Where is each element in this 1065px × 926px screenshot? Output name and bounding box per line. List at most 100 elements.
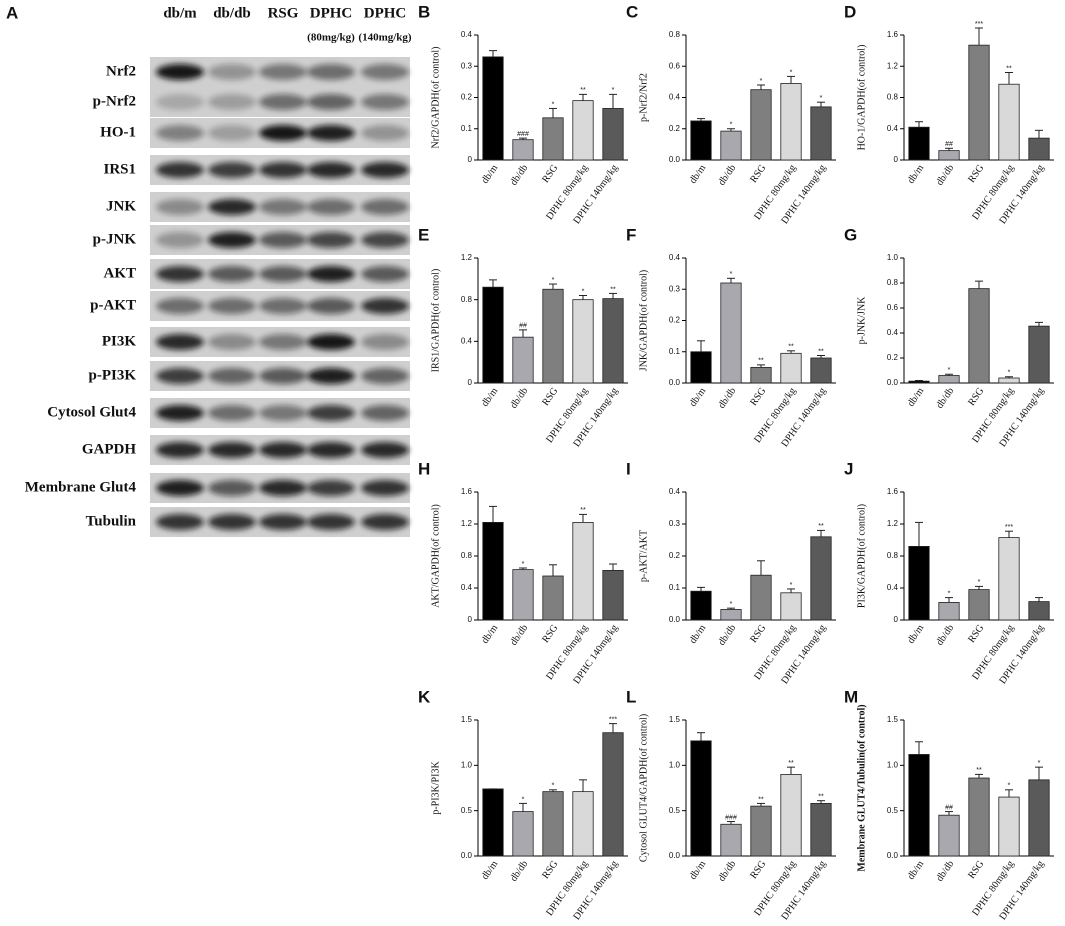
bar bbox=[542, 575, 564, 621]
y-tick-label: 1.6 bbox=[887, 487, 899, 496]
significance: ** bbox=[788, 760, 794, 767]
y-tick-label: 0.1 bbox=[669, 347, 681, 356]
significance: * bbox=[820, 95, 823, 102]
y-tick-label: 1.2 bbox=[461, 519, 473, 528]
panel-label: C bbox=[626, 2, 638, 21]
blot-band bbox=[208, 125, 256, 141]
significance: * bbox=[790, 582, 793, 589]
x-tick-label: db/db bbox=[934, 859, 956, 884]
y-tick-label: 0.8 bbox=[887, 93, 899, 102]
x-tick-label: db/m bbox=[906, 623, 927, 646]
blot-band bbox=[307, 125, 355, 141]
significance: * bbox=[582, 288, 585, 295]
y-tick-label: 1.2 bbox=[461, 253, 473, 262]
x-tick-label: db/db bbox=[716, 386, 738, 411]
bar bbox=[1028, 601, 1050, 621]
bar bbox=[938, 150, 960, 161]
lane-header: DPHC bbox=[364, 5, 407, 21]
bar bbox=[908, 126, 930, 161]
significance: ## bbox=[519, 323, 527, 330]
y-tick-label: 0.4 bbox=[669, 487, 681, 496]
bar bbox=[908, 546, 930, 621]
blot-band bbox=[156, 162, 204, 178]
blot-band bbox=[307, 368, 355, 384]
y-tick-label: 0.8 bbox=[887, 278, 899, 287]
x-tick-label: db/m bbox=[480, 163, 501, 186]
y-tick-label: 0.4 bbox=[887, 583, 899, 592]
blot-band bbox=[307, 232, 355, 248]
significance: * bbox=[730, 122, 733, 129]
blot-band bbox=[156, 442, 204, 458]
panel-label: D bbox=[844, 2, 856, 21]
bar bbox=[720, 130, 742, 161]
bar bbox=[602, 570, 624, 621]
blot-band bbox=[361, 94, 409, 110]
panel-label: K bbox=[418, 687, 431, 706]
significance: ** bbox=[818, 523, 824, 530]
y-tick-label: 0.6 bbox=[887, 303, 899, 312]
significance: * bbox=[730, 601, 733, 608]
blot-row-label: p-PI3K bbox=[88, 367, 136, 383]
blot-row-label: JNK bbox=[106, 198, 136, 214]
y-axis-title: AKT/GAPDH(of control) bbox=[430, 504, 441, 608]
significance: * bbox=[552, 783, 555, 790]
y-tick-label: 0.0 bbox=[669, 851, 681, 860]
x-tick-label: db/m bbox=[688, 163, 709, 186]
bar bbox=[810, 803, 832, 857]
significance: * bbox=[522, 561, 525, 568]
lane-header: DPHC bbox=[310, 5, 353, 21]
bar bbox=[908, 754, 930, 857]
blot-band bbox=[259, 368, 307, 384]
bar bbox=[968, 777, 990, 857]
x-tick-label: db/m bbox=[906, 859, 927, 882]
bar bbox=[1028, 779, 1050, 857]
x-tick-label: db/m bbox=[480, 623, 501, 646]
x-tick-label: db/db bbox=[716, 623, 738, 648]
significance: ** bbox=[818, 348, 824, 355]
x-tick-label: db/db bbox=[934, 623, 956, 648]
blot-band bbox=[307, 64, 355, 80]
bar bbox=[512, 811, 534, 857]
significance: * bbox=[760, 78, 763, 85]
bar bbox=[750, 805, 772, 857]
blot-band bbox=[208, 162, 256, 178]
bar bbox=[968, 589, 990, 621]
panel-label: L bbox=[626, 687, 636, 706]
y-tick-label: 0 bbox=[894, 615, 899, 624]
panel-label: J bbox=[844, 459, 853, 478]
panel-label: A bbox=[6, 3, 18, 22]
y-tick-label: 0.3 bbox=[669, 519, 681, 528]
blot-band bbox=[208, 298, 256, 314]
bar bbox=[542, 117, 564, 161]
significance: ** bbox=[758, 796, 764, 803]
x-tick-label: RSG bbox=[748, 623, 768, 645]
y-tick-label: 0 bbox=[468, 155, 473, 164]
blot-row-label: p-AKT bbox=[90, 297, 136, 313]
y-tick-label: 1.2 bbox=[887, 61, 899, 70]
y-tick-label: 0.4 bbox=[461, 30, 473, 39]
blot-row-label: Nrf2 bbox=[106, 63, 136, 79]
blot-band bbox=[259, 298, 307, 314]
y-axis-title: p-Nrf2/Nrf2 bbox=[638, 73, 649, 122]
blot-row-label: AKT bbox=[103, 265, 136, 281]
blot-band bbox=[156, 94, 204, 110]
x-tick-label: RSG bbox=[966, 859, 986, 881]
y-tick-label: 0.5 bbox=[461, 806, 473, 815]
bar bbox=[512, 336, 534, 384]
blot-band bbox=[208, 199, 256, 215]
significance: ** bbox=[580, 507, 586, 514]
y-tick-label: 0.8 bbox=[887, 551, 899, 560]
y-axis-title: IRS1/GAPDH(of control) bbox=[430, 269, 441, 373]
y-axis-title: HO-1/GAPDH(of control) bbox=[856, 45, 867, 151]
y-tick-label: 1.6 bbox=[461, 487, 473, 496]
x-tick-label: db/m bbox=[480, 859, 501, 882]
y-tick-label: 0.4 bbox=[887, 124, 899, 133]
blot-band bbox=[208, 64, 256, 80]
blot-band bbox=[259, 64, 307, 80]
y-axis-title: p-JNK/JNK bbox=[856, 296, 867, 345]
blot-band bbox=[208, 368, 256, 384]
significance: *** bbox=[975, 21, 983, 28]
bar bbox=[780, 83, 802, 161]
x-tick-label: db/db bbox=[716, 859, 738, 884]
